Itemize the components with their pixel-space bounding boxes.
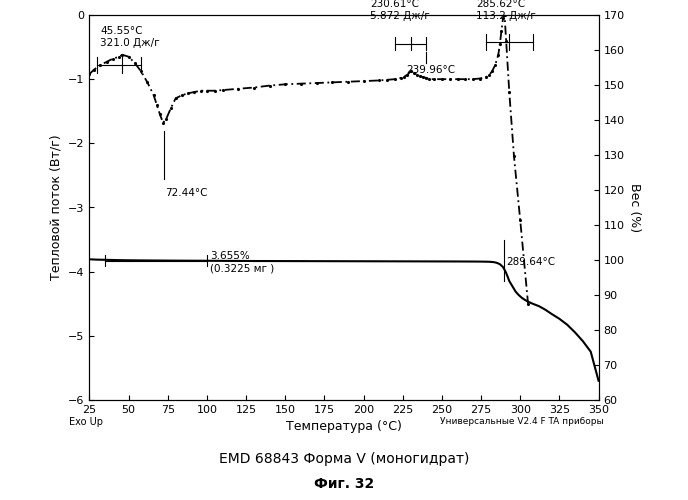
Y-axis label: Вес (%): Вес (%) [628, 183, 641, 232]
Text: 230.61°C
5.872 Дж/г: 230.61°C 5.872 Дж/г [370, 0, 429, 22]
Text: 3.655%
(0.3225 мг ): 3.655% (0.3225 мг ) [210, 250, 275, 273]
X-axis label: Температура (°C): Температура (°C) [286, 420, 402, 434]
Text: EMD 68843 Форма V (моногидрат): EMD 68843 Форма V (моногидрат) [219, 452, 469, 466]
Text: 239.96°C: 239.96°C [406, 65, 455, 75]
Text: 72.44°C: 72.44°C [165, 188, 208, 198]
Text: 285.62°C
113.2 Дж/г: 285.62°C 113.2 Дж/г [476, 0, 536, 22]
Y-axis label: Тепловой поток (Вт/г): Тепловой поток (Вт/г) [50, 134, 63, 280]
Text: Универсальные V2.4 F TA приборы: Универсальные V2.4 F TA приборы [440, 418, 603, 426]
Text: Фиг. 32: Фиг. 32 [314, 476, 374, 490]
Text: 289.64°C: 289.64°C [506, 257, 555, 267]
Text: 45.55°C
321.0 Дж/г: 45.55°C 321.0 Дж/г [100, 26, 160, 48]
Text: Exo Up: Exo Up [69, 418, 103, 428]
